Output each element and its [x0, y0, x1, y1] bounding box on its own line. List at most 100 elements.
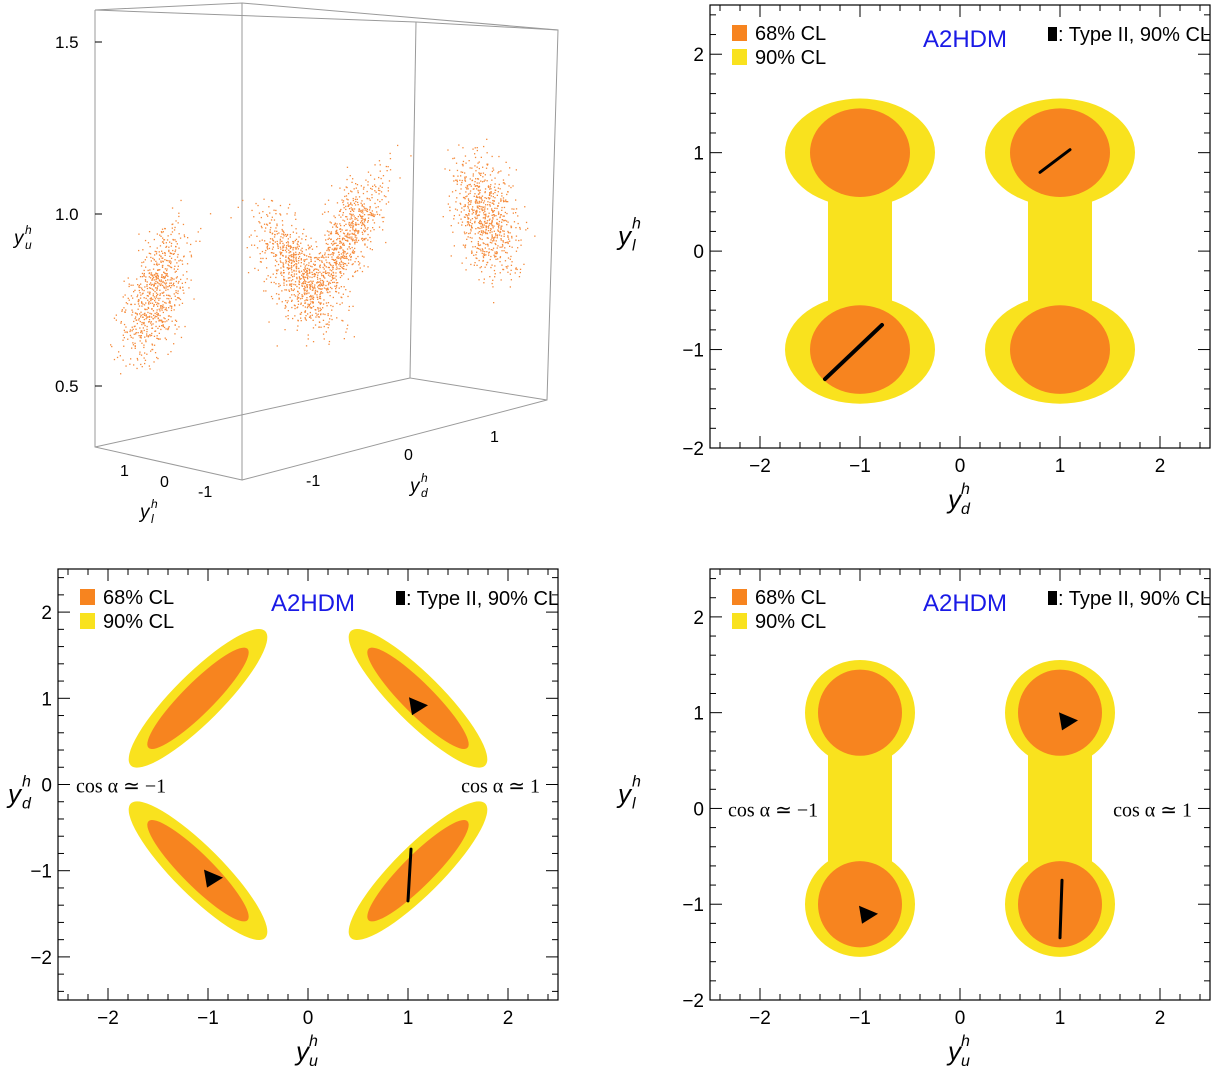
scatter-point: [304, 300, 306, 302]
scatter-point: [297, 294, 299, 296]
scatter-point: [481, 234, 483, 236]
scatter-point: [153, 285, 155, 287]
scatter-point: [341, 199, 343, 201]
scatter-point: [171, 252, 173, 255]
scatter-point: [459, 202, 461, 204]
scatter-point: [331, 248, 333, 250]
scatter-point: [173, 309, 175, 311]
scatter-point: [144, 352, 146, 354]
scatter-point: [153, 314, 155, 317]
scatter-point: [308, 269, 311, 272]
scatter-point: [300, 313, 302, 315]
legend-swatch-68: [732, 589, 747, 605]
scatter-point: [475, 254, 477, 256]
scatter-point: [351, 251, 354, 253]
scatter-point: [169, 279, 171, 281]
scatter-point: [284, 233, 287, 236]
scatter-point: [500, 228, 502, 230]
scatter-point: [295, 266, 297, 268]
scatter-point: [485, 226, 487, 228]
scatter-point: [310, 283, 312, 285]
scatter-point: [310, 237, 312, 239]
scatter-point: [288, 280, 290, 282]
scatter-point: [484, 174, 486, 176]
scatter-point: [294, 281, 297, 283]
scatter-point: [325, 239, 327, 241]
scatter-point: [478, 231, 480, 233]
scatter-point: [156, 313, 158, 315]
scatter-point: [502, 241, 504, 243]
scatter-point: [507, 230, 509, 233]
z-axis-label: y h u: [12, 223, 32, 252]
scatter-point: [306, 297, 308, 299]
z-tick-label: 0.5: [55, 377, 79, 396]
scatter-point: [506, 193, 508, 196]
scatter-point: [330, 315, 332, 317]
scatter-point: [340, 257, 342, 259]
scatter-point: [489, 230, 492, 232]
scatter-point: [465, 269, 467, 271]
scatter-point: [159, 305, 162, 307]
scatter-point: [164, 272, 166, 274]
yd-tick-label: -1: [306, 473, 320, 490]
scatter-point: [361, 204, 363, 206]
scatter-point: [472, 148, 474, 150]
scatter-point: [458, 214, 461, 216]
scatter-point: [479, 222, 481, 224]
scatter-point: [476, 147, 478, 149]
scatter-point: [335, 288, 337, 290]
scatter-point: [162, 257, 164, 259]
scatter-point: [162, 292, 164, 294]
scatter-point: [475, 211, 477, 213]
scatter-point: [307, 281, 309, 283]
scatter-point: [468, 210, 471, 213]
scatter-point: [360, 209, 362, 212]
scatter-point: [502, 268, 505, 271]
scatter-point: [363, 265, 365, 267]
scatter-point: [520, 239, 522, 241]
scatter-point: [303, 292, 305, 294]
scatter-point: [360, 211, 362, 213]
scatter-point: [156, 311, 158, 313]
scatter-point: [449, 206, 451, 208]
scatter-point: [484, 208, 486, 210]
scatter-point: [369, 206, 371, 208]
scatter-point: [181, 282, 183, 284]
scatter-point: [473, 254, 475, 256]
scatter-point: [487, 215, 490, 217]
scatter-point: [155, 251, 158, 253]
scatter-point: [361, 200, 363, 202]
scatter-point: [164, 252, 166, 255]
scatter-point: [379, 185, 381, 187]
legend-swatch-68: [732, 25, 747, 41]
scatter-point: [276, 223, 278, 225]
scatter-point: [164, 268, 166, 270]
scatter-point: [298, 281, 301, 283]
scatter-point: [156, 309, 158, 311]
scatter-point: [306, 286, 308, 288]
scatter-point: [477, 244, 480, 246]
scatter-point: [159, 293, 161, 295]
scatter-point: [282, 233, 285, 235]
scatter-point: [350, 255, 352, 258]
y-axis-label-sub: d: [22, 796, 32, 813]
scatter-point: [278, 293, 280, 296]
scatter-point: [314, 292, 316, 294]
scatter-point: [343, 244, 345, 246]
scatter-point: [475, 218, 477, 220]
scatter-point: [303, 276, 305, 278]
scatter-point: [298, 256, 301, 258]
scatter-point: [266, 223, 268, 225]
scatter-point: [135, 332, 137, 334]
scatter-point: [464, 179, 466, 181]
scatter-point: [312, 287, 315, 289]
scatter-point: [113, 358, 116, 361]
scatter-point: [484, 197, 486, 199]
scatter-point: [482, 217, 484, 219]
scatter-point: [366, 190, 368, 193]
scatter-point: [283, 278, 286, 281]
scatter-point: [481, 252, 483, 254]
scatter-point: [285, 246, 287, 249]
scatter-point: [491, 179, 493, 181]
scatter-point: [290, 267, 292, 269]
